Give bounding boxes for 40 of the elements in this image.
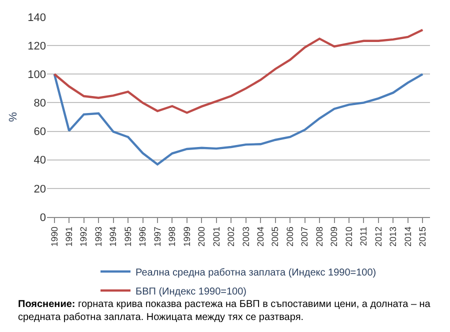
x-tick-label: 1992 (78, 226, 89, 247)
x-tick-label: 2012 (373, 226, 384, 247)
x-tick-label: 2000 (196, 226, 207, 247)
x-tick-label: 2011 (358, 226, 369, 246)
x-tick-label: 2002 (226, 226, 236, 247)
y-tick-label: 140 (28, 12, 46, 24)
x-tick-label: 2013 (388, 226, 398, 247)
y-tick-label: 0 (40, 212, 46, 224)
x-tick-label: 2015 (418, 226, 428, 247)
x-tick-label: 2005 (270, 226, 280, 247)
y-tick-label: 60 (34, 126, 46, 138)
legend-label: Реална средна работна заплата (Индекс 1990=100) (136, 267, 376, 278)
y-tick-label: 120 (28, 40, 46, 52)
text: Пояснение: горната крива показва растежа на БВП в съпоставими цени, а долната – на средната работна заплата. Ножицата между тях се разтваря. (18, 299, 431, 323)
x-tick-label: 2007 (300, 226, 310, 247)
x-tick-label: 1991 (64, 226, 74, 247)
x-tick-label: 1996 (138, 226, 148, 247)
x-tick-label: 2004 (256, 226, 266, 247)
x-tick-label: 1997 (152, 226, 162, 247)
x-tick-label: 2006 (284, 226, 295, 247)
x-tick-label: 1993 (93, 226, 104, 247)
x-tick-label: 2009 (329, 226, 340, 247)
x-tick-label: 1999 (182, 226, 192, 247)
x-tick-label: 2014 (402, 226, 413, 247)
y-tick-label: 40 (34, 154, 46, 167)
x-tick-label: 1994 (108, 226, 118, 247)
legend-label: БВП (Индекс 1990=100) (136, 286, 247, 298)
y-tick-label: 20 (34, 183, 46, 196)
line-series (53, 28, 424, 114)
y-axis-title: % (7, 112, 20, 122)
x-tick-label: 1990 (49, 226, 60, 247)
x-tick-label: 1998 (167, 226, 178, 247)
x-tick-label: 2003 (240, 226, 251, 247)
y-tick-label: 80 (34, 98, 46, 110)
y-tick-label: 100 (28, 68, 46, 81)
x-tick-label: 1995 (122, 226, 133, 247)
line-series (53, 73, 424, 166)
x-tick-label: 2008 (314, 226, 324, 247)
x-tick-label: 2010 (344, 226, 354, 247)
x-tick-label: 2001 (211, 226, 222, 247)
